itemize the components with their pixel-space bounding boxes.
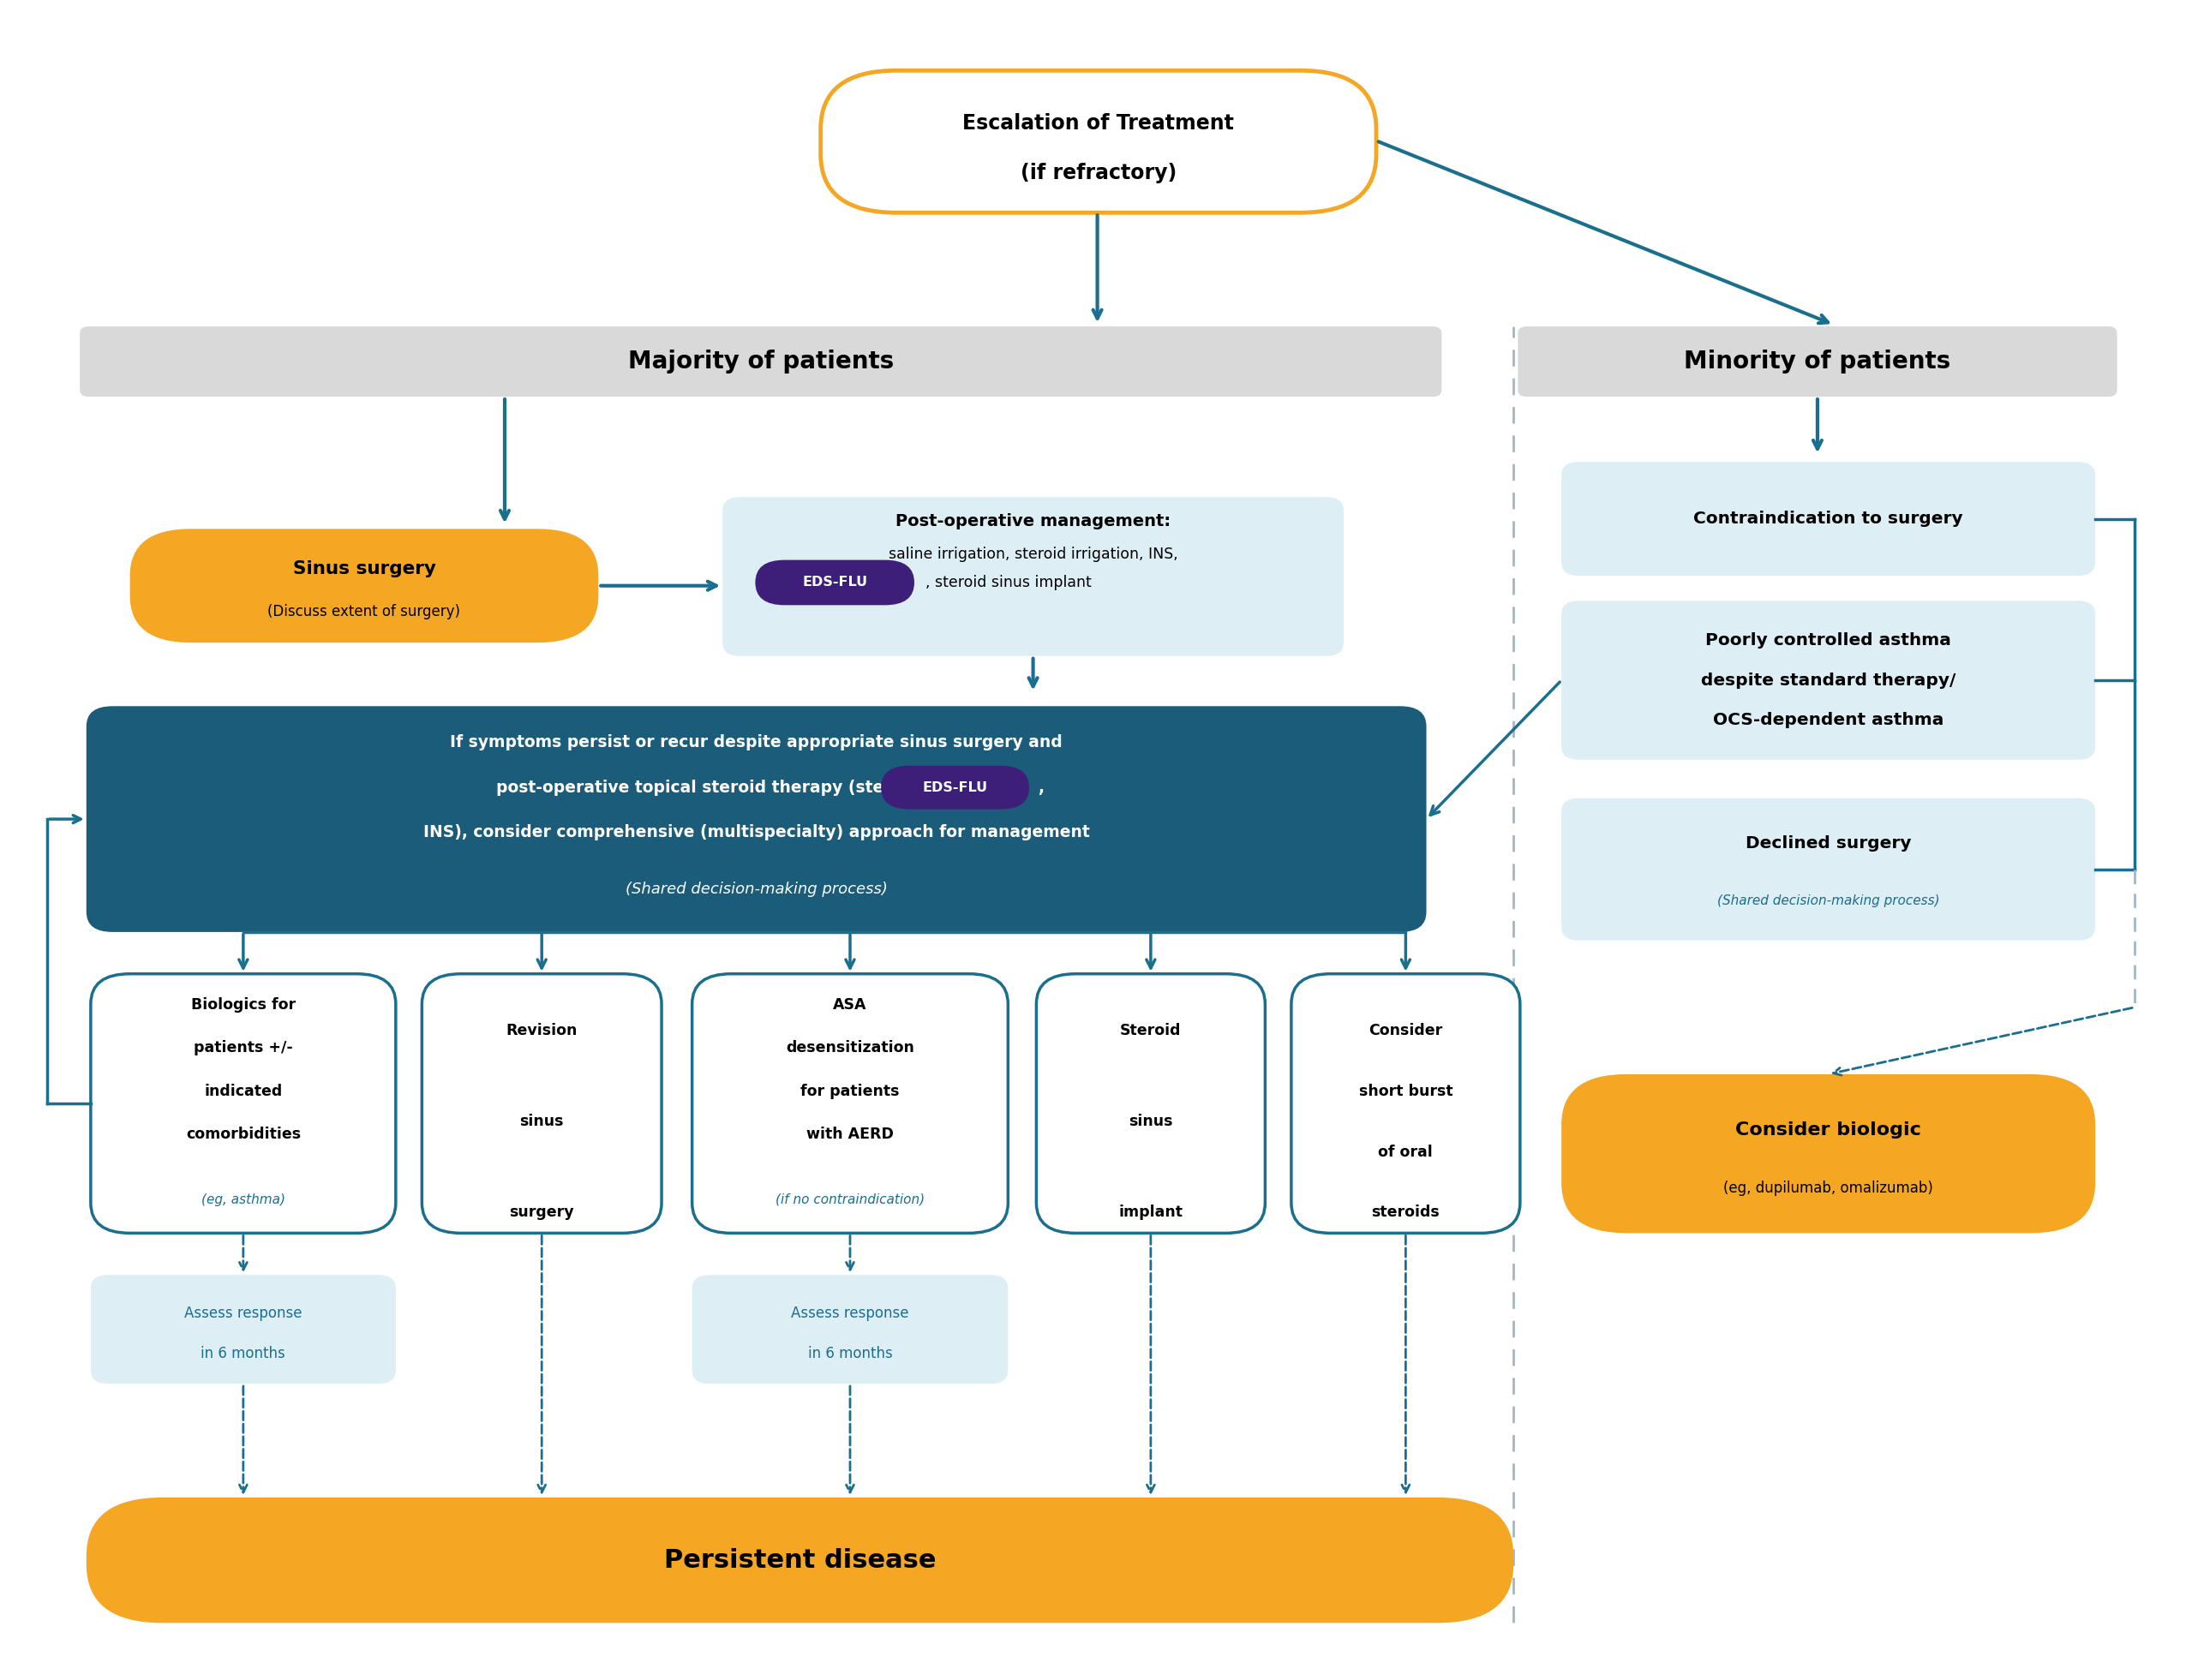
FancyBboxPatch shape [1517, 326, 2116, 396]
Text: (Discuss extent of surgery): (Discuss extent of surgery) [267, 605, 461, 620]
Text: EDS-FLU: EDS-FLU [922, 781, 988, 795]
Text: indicated: indicated [203, 1084, 282, 1099]
FancyBboxPatch shape [820, 71, 1377, 213]
FancyBboxPatch shape [756, 559, 914, 605]
Text: desensitization: desensitization [785, 1040, 914, 1055]
Text: Declined surgery: Declined surgery [1744, 835, 1911, 852]
Text: Consider: Consider [1368, 1023, 1443, 1038]
Text: in 6 months: in 6 months [201, 1346, 286, 1361]
Text: Persistent disease: Persistent disease [665, 1547, 936, 1572]
Text: OCS-dependent asthma: OCS-dependent asthma [1714, 712, 1943, 727]
Text: (eg, dupilumab, omalizumab): (eg, dupilumab, omalizumab) [1723, 1181, 1932, 1196]
Text: , steroid sinus implant: , steroid sinus implant [925, 575, 1091, 590]
FancyBboxPatch shape [693, 974, 1008, 1233]
Text: saline irrigation, steroid irrigation, INS,: saline irrigation, steroid irrigation, I… [888, 546, 1178, 563]
FancyBboxPatch shape [724, 497, 1344, 655]
Text: EDS-FLU: EDS-FLU [802, 576, 868, 590]
Text: of oral: of oral [1379, 1144, 1434, 1159]
Text: implant: implant [1119, 1205, 1183, 1220]
Text: steroids: steroids [1371, 1205, 1441, 1220]
Text: comorbidities: comorbidities [186, 1127, 302, 1142]
Text: in 6 months: in 6 months [809, 1346, 892, 1361]
Text: Escalation of Treatment: Escalation of Treatment [962, 113, 1235, 133]
Text: (eg, asthma): (eg, asthma) [201, 1193, 284, 1206]
Text: with AERD: with AERD [807, 1127, 894, 1142]
Text: Steroid: Steroid [1119, 1023, 1180, 1038]
Text: Revision: Revision [505, 1023, 577, 1038]
Text: ,: , [1038, 780, 1045, 796]
Text: Contraindication to surgery: Contraindication to surgery [1694, 511, 1963, 528]
Text: Minority of patients: Minority of patients [1683, 349, 1950, 373]
Text: surgery: surgery [509, 1205, 575, 1220]
Text: post-operative topical steroid therapy (steroid irrigation,: post-operative topical steroid therapy (… [496, 780, 1016, 796]
FancyBboxPatch shape [1292, 974, 1519, 1233]
Text: for patients: for patients [800, 1084, 901, 1099]
Text: INS), consider comprehensive (multispecialty) approach for management: INS), consider comprehensive (multispeci… [424, 825, 1089, 840]
FancyBboxPatch shape [881, 766, 1030, 810]
FancyBboxPatch shape [92, 974, 396, 1233]
FancyBboxPatch shape [81, 326, 1441, 396]
FancyBboxPatch shape [422, 974, 662, 1233]
FancyBboxPatch shape [129, 529, 599, 643]
Text: short burst: short burst [1360, 1084, 1454, 1099]
Text: ASA: ASA [833, 998, 868, 1013]
Text: Assess response: Assess response [184, 1305, 302, 1320]
Text: (Shared decision-making process): (Shared decision-making process) [1718, 894, 1939, 907]
FancyBboxPatch shape [1561, 601, 2094, 759]
Text: If symptoms persist or recur despite appropriate sinus surgery and: If symptoms persist or recur despite app… [450, 734, 1062, 751]
FancyBboxPatch shape [1561, 462, 2094, 576]
Text: (Shared decision-making process): (Shared decision-making process) [625, 882, 888, 897]
Text: sinus: sinus [520, 1114, 564, 1129]
FancyBboxPatch shape [92, 1275, 396, 1384]
Text: Consider biologic: Consider biologic [1736, 1121, 1921, 1139]
Text: patients +/-: patients +/- [195, 1040, 293, 1055]
Text: (if no contraindication): (if no contraindication) [776, 1193, 925, 1206]
FancyBboxPatch shape [1561, 798, 2094, 941]
Text: sinus: sinus [1128, 1114, 1174, 1129]
Text: Biologics for: Biologics for [190, 998, 295, 1013]
Text: despite standard therapy/: despite standard therapy/ [1701, 672, 1956, 689]
FancyBboxPatch shape [87, 706, 1427, 932]
Text: Assess response: Assess response [791, 1305, 909, 1320]
FancyBboxPatch shape [1036, 974, 1266, 1233]
Text: Sinus surgery: Sinus surgery [293, 559, 435, 578]
Text: (if refractory): (if refractory) [1021, 163, 1176, 183]
FancyBboxPatch shape [693, 1275, 1008, 1384]
FancyBboxPatch shape [1561, 1074, 2094, 1233]
Text: Poorly controlled asthma: Poorly controlled asthma [1705, 632, 1952, 648]
Text: Majority of patients: Majority of patients [627, 349, 894, 373]
Text: Post-operative management:: Post-operative management: [896, 512, 1172, 529]
FancyBboxPatch shape [87, 1497, 1513, 1623]
